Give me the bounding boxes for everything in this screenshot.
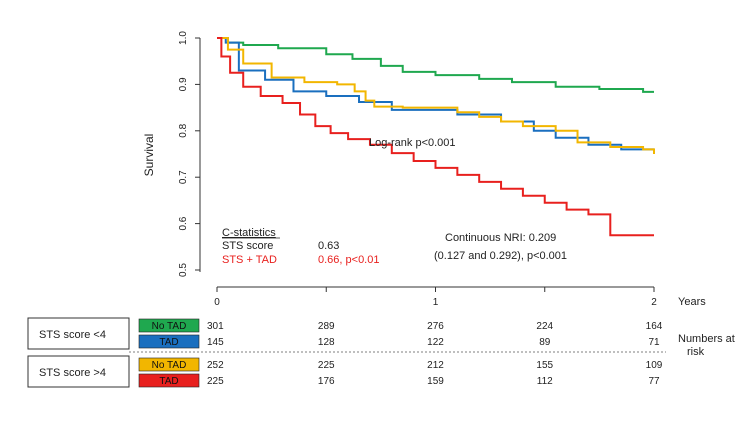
y-tick-label: 1.0 (178, 31, 189, 45)
survival-curve-2 (217, 37, 654, 151)
risk-row-label: TAD (159, 337, 178, 348)
risk-count: 128 (318, 337, 335, 348)
risk-table-label-1: Numbers at (678, 333, 735, 345)
risk-count: 159 (427, 376, 444, 387)
y-tick-label: 0.5 (178, 263, 189, 277)
nri-line2: (0.127 and 0.292), p<0.001 (434, 250, 567, 262)
risk-count: 289 (318, 321, 335, 332)
x-axis: 0 1 2 Years (214, 286, 706, 308)
risk-count: 176 (318, 376, 335, 387)
risk-count: 224 (536, 321, 553, 332)
group-label-sts-lt4: STS score <4 (39, 329, 106, 341)
risk-count: 71 (648, 337, 660, 348)
risk-count: 145 (207, 337, 224, 348)
risk-row-label: No TAD (152, 321, 187, 332)
risk-count: 122 (427, 337, 444, 348)
risk-count: 225 (318, 360, 335, 371)
risk-count: 155 (536, 360, 553, 371)
risk-row-swatch (138, 373, 200, 388)
cstat-title: C-statistics (222, 227, 276, 239)
risk-table: STS score <4 STS score >4 No TAD 301 289 27… (27, 317, 735, 388)
cstat-row1-label: STS score (222, 240, 273, 252)
cstat-row2-value: 0.66, p<0.01 (318, 254, 379, 266)
survival-curve-3 (217, 37, 655, 154)
risk-row-swatch (138, 318, 200, 333)
risk-count: 252 (207, 360, 224, 371)
group-label-sts-gt4: STS score >4 (39, 367, 106, 379)
y-tick-label: 0.8 (178, 123, 189, 137)
risk-row-label: No TAD (152, 360, 187, 371)
y-tick-label: 0.9 (178, 77, 189, 91)
x-axis-label: Years (678, 296, 706, 308)
y-axis: 0.5 0.6 0.7 0.8 0.9 1.0 Survival (142, 31, 201, 277)
y-axis-label: Survival (142, 134, 156, 177)
cstat-row1-value: 0.63 (318, 240, 339, 252)
x-tick-label: 2 (651, 297, 657, 308)
x-tick-label: 0 (214, 297, 220, 308)
risk-count: 225 (207, 376, 224, 387)
logrank-annotation: Log-rank p<0.001 (369, 137, 456, 149)
risk-count: 276 (427, 321, 444, 332)
risk-table-label-2: risk (687, 346, 705, 358)
x-tick-label: 1 (433, 297, 439, 308)
risk-row-swatch (138, 357, 200, 372)
survival-curves (217, 37, 655, 237)
nri-line1: Continuous NRI: 0.209 (445, 232, 556, 244)
y-tick-label: 0.6 (178, 216, 189, 230)
cstat-row2-label: STS + TAD (222, 254, 277, 266)
annotations: Log-rank p<0.001 C-statistics STS score … (222, 137, 567, 266)
y-tick-label: 0.7 (178, 170, 189, 184)
risk-count: 89 (539, 337, 551, 348)
survival-curve-4 (217, 37, 654, 237)
risk-count: 164 (646, 321, 663, 332)
risk-count: 77 (648, 376, 660, 387)
risk-count: 301 (207, 321, 224, 332)
risk-row-label: TAD (159, 376, 178, 387)
risk-count: 212 (427, 360, 444, 371)
group-box-sts-lt4 (27, 317, 130, 350)
risk-count: 112 (537, 376, 553, 387)
risk-row-swatch (138, 334, 200, 349)
survival-curve-1 (217, 37, 654, 93)
group-box-sts-gt4 (27, 355, 130, 388)
risk-count: 109 (646, 360, 663, 371)
